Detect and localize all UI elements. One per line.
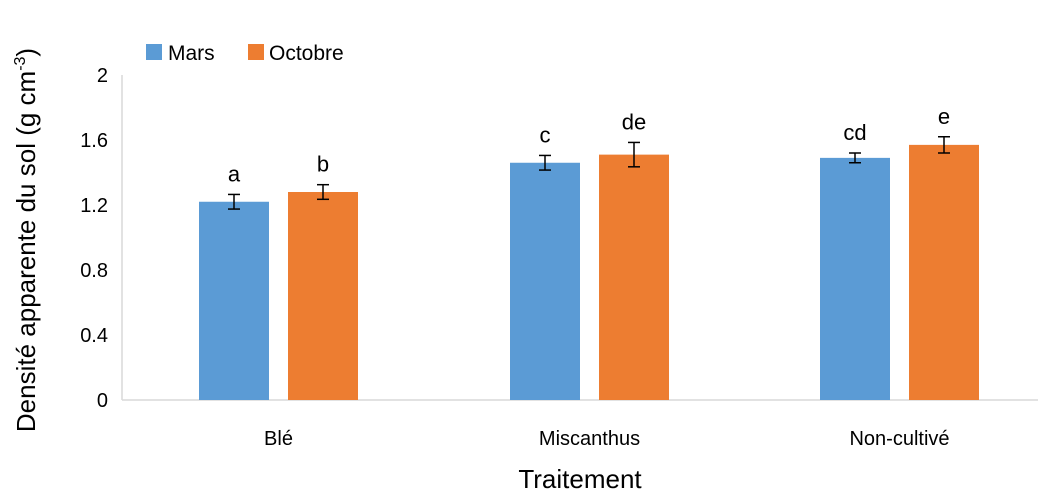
significance-label: c <box>540 122 551 147</box>
x-tick-label: Non-cultivé <box>849 428 949 450</box>
y-axis-title-superscript: -3 <box>12 56 29 70</box>
y-tick-label: 0.4 <box>80 325 108 347</box>
legend-swatch-octobre <box>248 44 264 60</box>
bar-octobre-0 <box>288 192 358 400</box>
x-tick-labels: Blé Miscanthus Non-cultivé <box>264 428 949 450</box>
legend-label-octobre: Octobre <box>269 42 344 65</box>
x-tick-label: Miscanthus <box>539 428 640 450</box>
x-axis-title: Traitement <box>518 464 642 494</box>
significance-label: b <box>317 152 329 177</box>
y-axis-title-main: Densité apparente du sol (g cm <box>11 71 41 432</box>
y-tick-label: 1.6 <box>80 130 108 152</box>
bar-mars-0 <box>199 201 269 400</box>
bar-octobre-1 <box>599 154 669 400</box>
error-bar <box>317 183 329 201</box>
significance-label: cd <box>843 120 866 145</box>
y-tick-label: 0.8 <box>80 260 108 282</box>
y-axis-title-suffix: ) <box>11 48 41 57</box>
significance-label: a <box>228 161 241 186</box>
x-tick-label: Blé <box>264 428 293 450</box>
y-tick-label: 0 <box>97 390 108 412</box>
legend-label-mars: Mars <box>168 42 215 65</box>
bar-octobre-2 <box>909 144 979 400</box>
legend: Mars Octobre <box>146 42 344 65</box>
error-bar <box>628 141 640 168</box>
error-bar <box>539 154 551 171</box>
error-bar <box>849 152 861 164</box>
bar-mars-2 <box>820 157 890 400</box>
y-tick-label: 2 <box>97 65 108 87</box>
y-tick-labels: 0 0.4 0.8 1.2 1.6 2 <box>80 65 108 412</box>
significance-label: de <box>622 109 646 134</box>
significance-label: e <box>938 104 950 129</box>
legend-swatch-mars <box>146 44 162 60</box>
bar-mars-1 <box>510 162 580 400</box>
y-tick-label: 1.2 <box>80 195 108 217</box>
error-bar <box>228 193 240 210</box>
error-bar <box>938 136 950 154</box>
y-axis-title: Densité apparente du sol (g cm-3) <box>11 48 41 432</box>
